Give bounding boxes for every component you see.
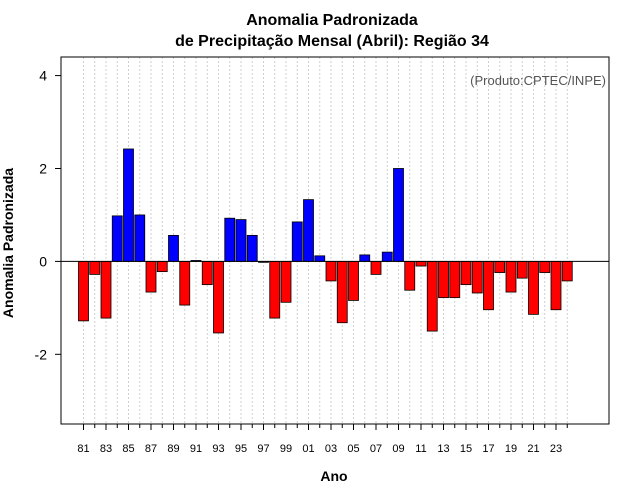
bar-81 [78,261,89,322]
bar-88 [156,261,168,273]
x-tick-label: 11 [415,443,426,455]
chart-title-line1: Anomalia Padronizada [246,12,418,29]
x-axis-title: Ano [320,468,347,484]
bar-89 [168,234,179,262]
bar-98 [269,261,281,319]
bar-16 [471,261,483,294]
x-tick-label: 13 [437,443,449,455]
bar-04 [336,261,348,324]
x-tick-label: 19 [505,443,517,455]
x-tick-label: 17 [482,443,494,455]
y-tick-label: 0 [39,253,47,269]
bar-84 [111,215,123,262]
bar-13 [438,261,449,299]
bar-92 [201,261,213,286]
bar-14 [449,261,461,299]
bar-05 [348,261,359,301]
y-axis: -2 0 2 4 [35,68,61,362]
y-axis-title: Anomalia Padronizada [0,168,16,318]
bar-07 [370,261,382,275]
bar-99 [280,261,292,303]
bar-08 [381,251,393,262]
x-tick-label: 15 [460,443,472,455]
bar-02 [314,255,326,262]
bar-86 [134,214,146,262]
bar-06 [359,254,371,262]
bar-82 [89,261,101,275]
x-tick-label: 93 [212,443,224,455]
bar-10 [404,261,416,291]
bar-93 [213,261,224,334]
bar-19 [505,261,517,293]
x-tick-label: 95 [235,443,247,455]
bar-23 [550,261,562,311]
x-tick-label: 99 [280,443,292,455]
x-tick-label: 05 [347,443,359,455]
plot-frame [60,56,610,425]
bar-17 [483,261,494,311]
product-annotation: (Produto:CPTEC/INPE) [470,73,606,88]
bar-12 [426,261,438,332]
bar-22 [539,261,551,273]
bar-96 [246,234,258,262]
x-tick-label: 83 [100,443,112,455]
x-axis: 81 83 85 87 89 91 93 95 97 99 01 03 05 07 09 11 13 15 17 19… [77,424,568,455]
bar-94 [224,217,236,262]
bar-20 [516,261,528,279]
bar-90 [179,261,191,306]
chart-title-line2: de Precipitação Mensal (Abril): Região 3… [175,33,489,50]
x-tick-label: 87 [145,443,157,455]
bar-03 [325,261,337,282]
x-tick-label: 21 [527,443,539,455]
bar-15 [460,261,472,286]
bar-11 [415,261,427,267]
x-tick-label: 81 [77,443,89,455]
bar-21 [528,261,539,315]
bar-01 [303,199,314,262]
bar-18 [494,261,506,273]
bar-95 [235,219,247,262]
bar-85 [123,148,134,262]
y-tick-label: 2 [39,160,47,176]
bars [78,148,573,334]
x-tick-label: 91 [190,443,202,455]
bar-87 [145,261,157,293]
x-tick-label: 03 [325,443,337,455]
bar-09 [393,168,404,262]
bar-00 [291,221,303,262]
x-tick-label: 89 [167,443,179,455]
bar-83 [100,261,112,319]
x-tick-label: 07 [370,443,382,455]
x-tick-label: 01 [302,443,314,455]
x-tick-label: 97 [257,443,269,455]
x-tick-label: 23 [550,443,562,455]
bar-24 [561,261,573,282]
grid-lines [83,57,568,424]
y-tick-label: 4 [39,68,47,84]
x-tick-label: 09 [392,443,404,455]
x-tick-label: 85 [122,443,134,455]
y-tick-label: -2 [35,346,48,362]
